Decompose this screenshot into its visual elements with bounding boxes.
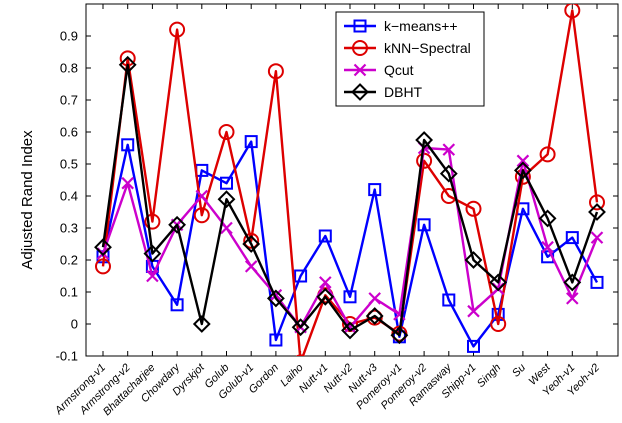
- data-layer: [94, 4, 606, 356]
- data-point-dbht: [415, 131, 434, 149]
- data-point-dbht: [217, 190, 236, 209]
- data-point-qcut: [442, 143, 456, 156]
- data-point-dbht: [489, 273, 508, 292]
- data-point-qcut: [220, 221, 233, 235]
- data-point-qcut: [467, 304, 480, 318]
- y-axis-label: Adjusted Rand Index: [19, 130, 36, 270]
- data-point-knn-spectral: [267, 63, 284, 80]
- data-point-dbht: [341, 321, 359, 340]
- y-tick-label: -0.1: [56, 349, 78, 364]
- data-point-dbht: [588, 203, 606, 221]
- data-point-k-means: [442, 293, 456, 307]
- data-point-k-means: [318, 229, 332, 243]
- data-point-knn-spectral: [589, 194, 605, 211]
- data-point-qcut: [368, 292, 381, 305]
- data-point-k-means: [565, 231, 579, 245]
- legend-box: [335, 11, 485, 107]
- data-point-dbht: [266, 289, 285, 308]
- data-point-dbht: [365, 307, 384, 325]
- legend-marker-dbht: [351, 83, 369, 101]
- data-point-knn-spectral: [218, 124, 235, 140]
- data-point-k-means: [590, 275, 604, 289]
- data-point-knn-spectral: [193, 207, 210, 224]
- legend-marker-k-means: [353, 19, 367, 33]
- data-point-k-means: [121, 138, 135, 152]
- data-point-dbht: [291, 318, 310, 337]
- y-tick-label: 0.4: [60, 189, 78, 204]
- data-point-k-means: [294, 269, 308, 283]
- legend-marker-qcut: [353, 63, 367, 77]
- y-tick-label: 0.2: [60, 253, 78, 268]
- data-point-qcut: [566, 292, 579, 305]
- y-tick-label: 0.9: [60, 29, 78, 44]
- y-tick-label: 0.8: [60, 61, 78, 76]
- data-point-knn-spectral: [95, 258, 111, 275]
- x-tick-label: Singh: [475, 362, 503, 390]
- data-point-dbht: [513, 161, 532, 180]
- data-point-dbht: [316, 287, 335, 306]
- data-point-k-means: [343, 290, 357, 304]
- legend-label-qcut: Qcut: [384, 62, 414, 78]
- data-point-k-means: [417, 218, 431, 232]
- y-tick-label: 0.6: [60, 125, 78, 140]
- y-tick-label: 0.5: [60, 157, 78, 172]
- data-point-qcut: [195, 189, 209, 203]
- legend: k−means++ kNN−Spectral Qcut DBHT: [335, 11, 485, 107]
- legend-label-knn-spectral: kNN−Spectral: [384, 40, 471, 56]
- series-line-dbht: [101, 63, 599, 337]
- data-point-knn-spectral: [243, 232, 260, 249]
- data-point-dbht: [390, 326, 409, 345]
- data-point-qcut: [541, 240, 554, 254]
- data-point-dbht: [439, 164, 458, 183]
- data-point-k-means: [170, 298, 184, 312]
- data-point-qcut: [244, 260, 258, 273]
- legend-label-k-means: k−means++: [384, 18, 458, 34]
- data-point-knn-spectral: [539, 146, 556, 163]
- data-point-dbht: [94, 238, 112, 257]
- data-point-dbht: [563, 273, 582, 292]
- y-tick-label: 0.7: [60, 93, 78, 108]
- axes-frame: [85, 3, 619, 357]
- plot-area: -0.100.10.20.30.40.50.60.70.80.9Armstron…: [52, 3, 619, 418]
- data-point-knn-spectral: [465, 200, 482, 217]
- data-point-dbht: [538, 209, 557, 228]
- legend-label-dbht: DBHT: [384, 84, 423, 100]
- data-point-dbht: [464, 251, 483, 269]
- data-point-k-means: [220, 176, 233, 190]
- data-point-knn-spectral: [169, 21, 186, 38]
- data-point-dbht: [118, 55, 137, 74]
- legend-marker-knn-spectral: [352, 40, 368, 56]
- y-tick-label: 0.1: [60, 285, 78, 300]
- data-point-dbht: [143, 244, 162, 263]
- data-point-k-means: [467, 339, 480, 353]
- data-point-knn-spectral: [295, 354, 306, 356]
- data-point-k-means: [269, 333, 283, 347]
- data-point-qcut: [319, 276, 332, 289]
- data-point-knn-spectral: [564, 4, 581, 19]
- data-point-qcut: [590, 231, 604, 244]
- data-point-k-means: [368, 183, 382, 197]
- data-point-qcut: [146, 269, 159, 283]
- x-tick-label: Su: [510, 362, 528, 380]
- data-point-qcut: [121, 176, 134, 190]
- data-point-knn-spectral: [144, 213, 161, 230]
- data-point-qcut: [516, 154, 530, 168]
- y-tick-label: 0: [71, 317, 78, 332]
- data-point-dbht: [192, 315, 211, 333]
- data-point-k-means: [244, 135, 258, 149]
- y-tick-label: 0.3: [60, 221, 78, 236]
- data-point-knn-spectral: [490, 316, 507, 332]
- data-point-dbht: [168, 215, 187, 234]
- data-point-dbht: [242, 235, 261, 253]
